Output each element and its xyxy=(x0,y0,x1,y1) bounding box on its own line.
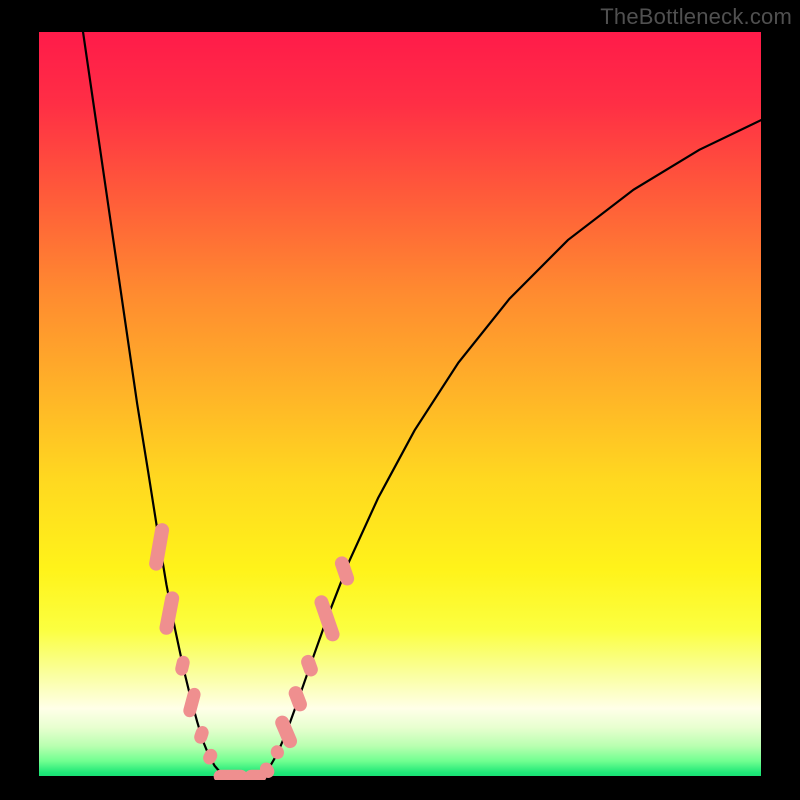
marker-bottom-markers xyxy=(244,770,266,780)
marker-left-branch-markers xyxy=(201,747,220,767)
marker-left-branch-markers xyxy=(182,686,202,718)
curve-layer xyxy=(35,28,765,780)
marker-right-branch-markers xyxy=(268,743,286,761)
marker-right-branch-markers xyxy=(313,593,342,643)
chart-container: TheBottleneck.com xyxy=(0,0,800,800)
curve-right-branch xyxy=(254,118,765,779)
marker-left-branch-markers xyxy=(148,522,170,572)
curve-left-branch xyxy=(82,28,239,779)
watermark-text: TheBottleneck.com xyxy=(600,4,792,30)
marker-left-branch-markers xyxy=(174,654,191,676)
marker-right-branch-markers xyxy=(333,554,356,587)
marker-bottom-markers xyxy=(214,770,248,780)
marker-right-branch-markers xyxy=(299,653,320,678)
plot-area xyxy=(35,28,765,780)
marker-left-branch-markers xyxy=(158,590,180,636)
marker-right-branch-markers xyxy=(287,684,309,713)
marker-right-branch-markers xyxy=(273,713,299,750)
marker-left-branch-markers xyxy=(192,724,210,745)
